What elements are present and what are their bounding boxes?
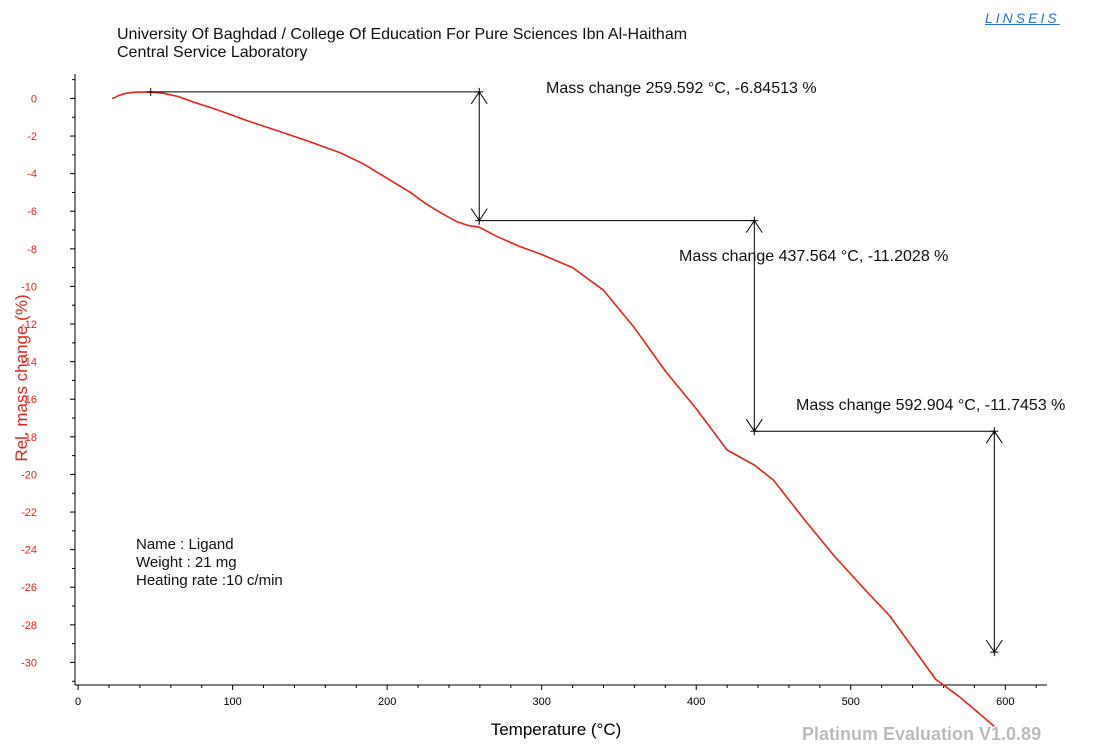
x-axis-title: Temperature (°C): [491, 720, 622, 739]
y-tick-label: -10: [21, 281, 37, 293]
heating-rate: Heating rate :10 c/min: [136, 572, 283, 589]
y-tick-label: -22: [21, 507, 37, 519]
sample-weight: Weight : 21 mg: [136, 554, 237, 571]
header-institution: University Of Baghdad / College Of Educa…: [117, 26, 688, 43]
x-tick-label: 100: [223, 696, 241, 708]
y-tick-label: -8: [27, 244, 37, 256]
y-tick-label: -14: [21, 357, 37, 369]
mass-change-label-3: Mass change 592.904 °C, -11.7453 %: [796, 397, 1066, 414]
x-tick-label: 200: [378, 696, 396, 708]
linseis-logo: LINSEIS: [985, 10, 1060, 26]
y-tick-label: -16: [21, 394, 37, 406]
y-tick-label: -18: [21, 432, 37, 444]
y-tick-label: -30: [21, 657, 37, 669]
header-lab: Central Service Laboratory: [117, 44, 308, 61]
y-tick-label: -6: [27, 206, 37, 218]
y-tick-label: -28: [21, 620, 37, 632]
y-tick-label: -20: [21, 469, 37, 481]
y-tick-label: -2: [27, 131, 37, 143]
x-tick-label: 600: [996, 696, 1014, 708]
y-tick-label: -12: [21, 319, 37, 331]
y-tick-label: -4: [27, 169, 37, 181]
x-tick-label: 300: [533, 696, 551, 708]
tga-curve: [111, 91, 995, 728]
mass-change-label-2: Mass change 437.564 °C, -11.2028 %: [679, 248, 949, 265]
y-axis-title: Rel. mass change (%): [12, 294, 31, 461]
x-tick-label: 0: [75, 696, 81, 708]
y-tick-label: 0: [31, 93, 37, 105]
mass-change-label-1: Mass change 259.592 °C, -6.84513 %: [546, 80, 817, 97]
x-tick-label: 500: [842, 696, 860, 708]
x-tick-label: 400: [687, 696, 705, 708]
sample-name: Name : Ligand: [136, 536, 234, 553]
software-version: Platinum Evaluation V1.0.89: [802, 724, 1042, 744]
y-tick-label: -26: [21, 582, 37, 594]
y-tick-label: -24: [21, 545, 37, 557]
